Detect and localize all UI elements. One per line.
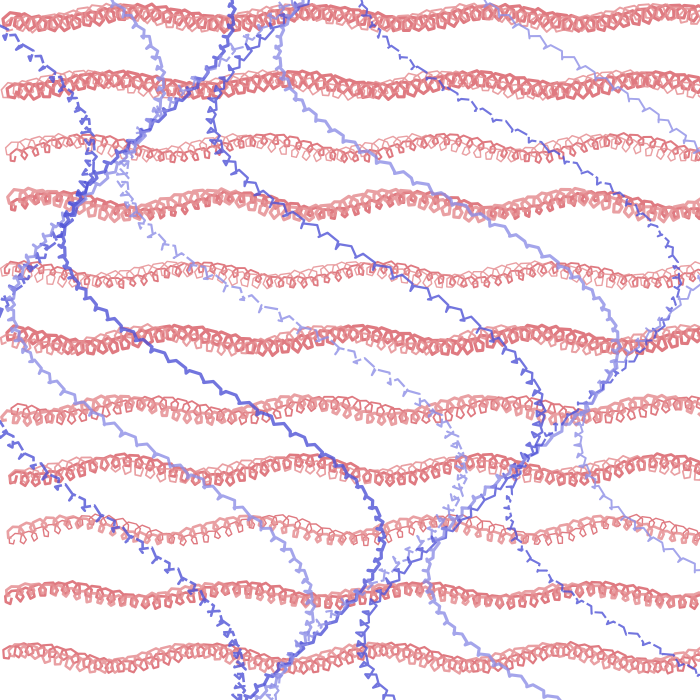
horizontal-scribble: [4, 132, 700, 163]
horizontal-scribble-layer: [0, 2, 700, 675]
horizontal-scribble: [6, 514, 700, 546]
horizontal-scribble: [0, 393, 700, 427]
horizontal-scribble: [4, 581, 700, 609]
wave-scribble: [272, 0, 622, 700]
horizontal-scribble: [7, 641, 700, 675]
horizontal-scribble: [4, 2, 700, 34]
horizontal-scribble: [6, 186, 700, 224]
horizontal-scribble: [8, 452, 700, 488]
wave-scribble: [358, 0, 700, 678]
wave-scribble: [0, 24, 247, 700]
horizontal-scribble: [0, 69, 700, 101]
wave-scribble: [5, 0, 317, 700]
wave-scribble: [205, 0, 547, 700]
horizontal-scribble: [0, 260, 700, 291]
horizontal-scribble: [0, 323, 700, 357]
horizontal-scribble: [7, 454, 700, 485]
wave-scribble: [115, 0, 469, 700]
horizontal-scribble: [2, 640, 700, 675]
wave-scribble: [483, 0, 700, 574]
